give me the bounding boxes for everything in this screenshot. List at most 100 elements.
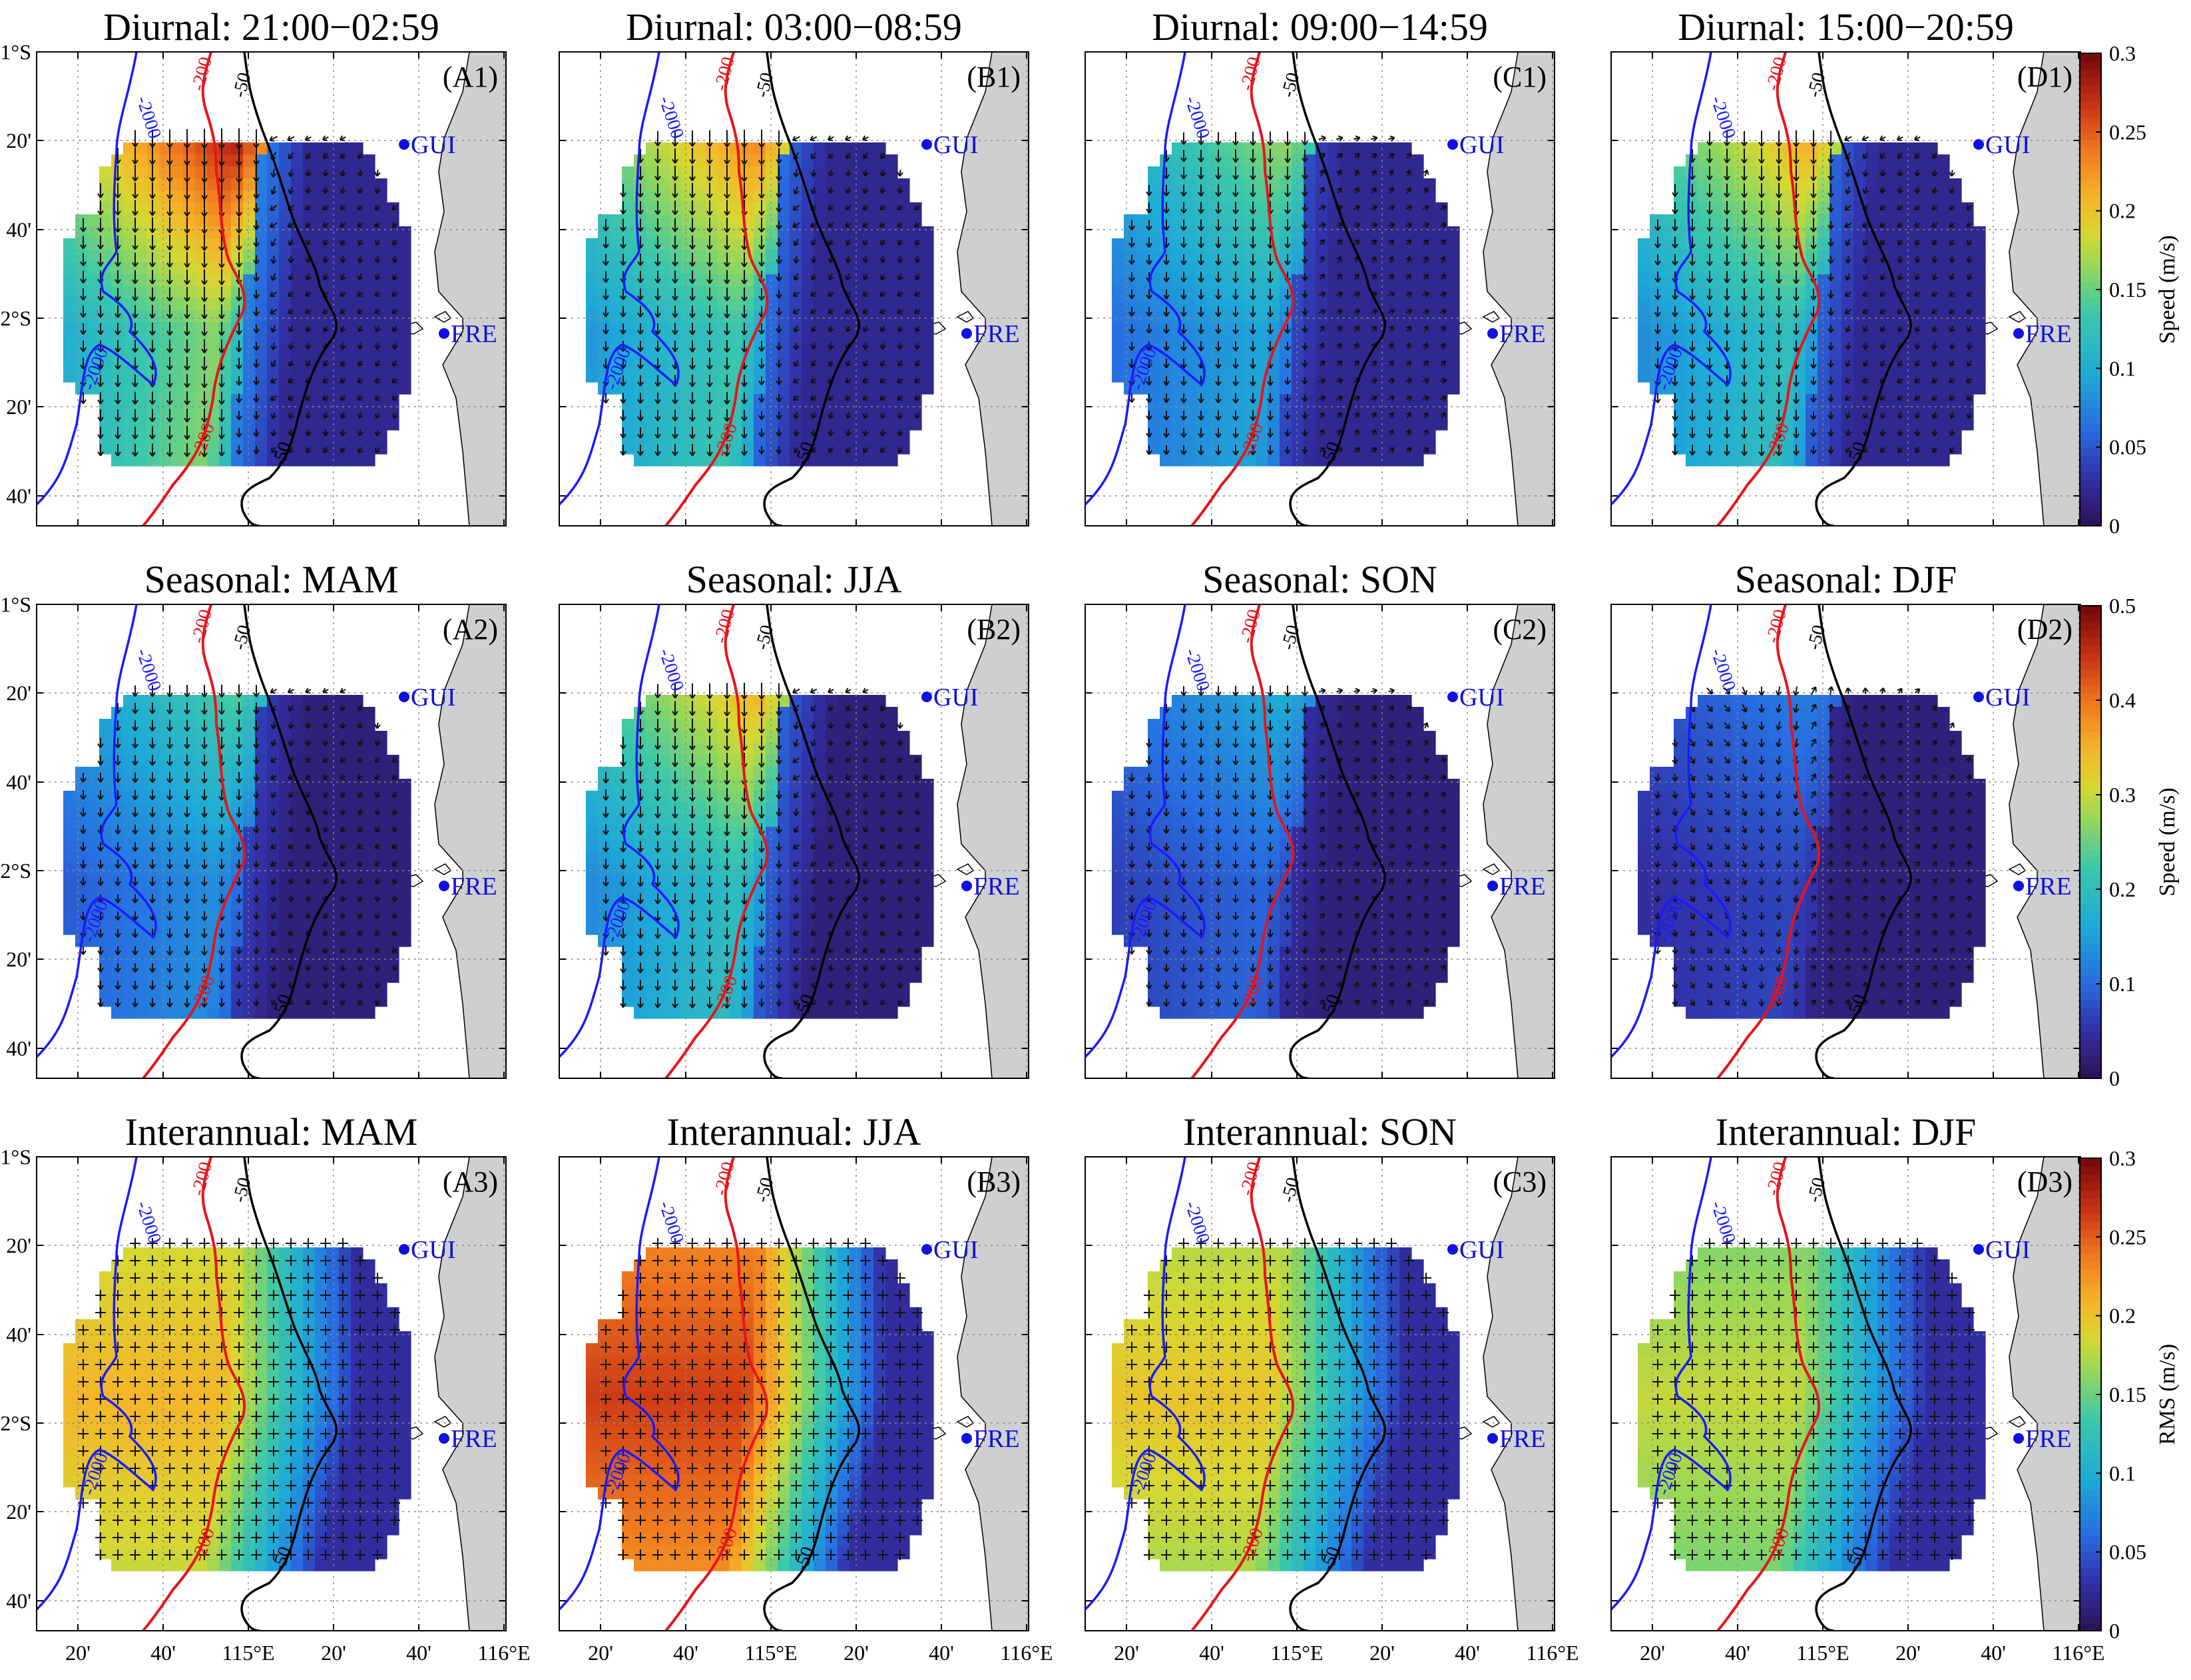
field-cell — [1328, 346, 1340, 359]
current-arrow — [1915, 239, 1921, 246]
field-cell — [123, 178, 136, 191]
field-cell — [1172, 190, 1184, 203]
field-cell — [279, 719, 292, 732]
field-cell — [1806, 406, 1818, 419]
current-arrow — [1931, 343, 1938, 350]
field-cell — [610, 226, 622, 239]
field-cell — [766, 142, 778, 155]
current-arrow — [1967, 239, 1973, 246]
field-cell — [75, 250, 88, 263]
field-cell — [885, 382, 898, 395]
field-cell — [135, 779, 148, 791]
current-arrow — [741, 287, 748, 302]
field-cell — [1794, 406, 1806, 419]
field-cell — [363, 779, 375, 791]
field-cell — [207, 298, 220, 311]
current-arrow — [115, 252, 121, 267]
field-cell — [909, 274, 922, 287]
field-cell — [303, 779, 316, 791]
current-arrow — [1128, 237, 1135, 248]
field-cell — [1244, 250, 1256, 263]
field-cell — [1734, 274, 1746, 287]
field-cell — [1782, 274, 1794, 287]
field-cell — [399, 358, 411, 371]
field-cell — [1112, 262, 1124, 275]
current-arrow — [1776, 305, 1782, 318]
current-arrow — [1371, 274, 1377, 280]
current-arrow — [828, 412, 834, 419]
current-arrow — [97, 323, 104, 335]
current-arrow — [1741, 357, 1748, 369]
field-cell — [1256, 286, 1268, 299]
field-cell — [1758, 322, 1770, 335]
current-arrow — [862, 412, 869, 419]
current-arrow — [897, 308, 903, 314]
field-cell — [1877, 142, 1890, 155]
field-cell — [838, 262, 850, 275]
field-cell — [1806, 286, 1818, 299]
field-cell — [1435, 322, 1448, 335]
field-cell — [826, 178, 838, 191]
field-cell — [219, 851, 232, 863]
field-cell — [315, 382, 328, 395]
field-cell — [1877, 154, 1890, 167]
field-cell — [1124, 214, 1136, 227]
field-cell — [1292, 262, 1304, 275]
current-arrow — [374, 256, 381, 264]
field-cell — [1698, 262, 1710, 275]
field-cell — [1913, 382, 1926, 395]
field-cell — [1411, 454, 1424, 467]
field-cell — [1734, 418, 1746, 431]
field-cell — [1220, 382, 1232, 395]
field-cell — [279, 346, 292, 359]
field-cell — [363, 226, 375, 239]
current-arrow — [1250, 254, 1256, 266]
current-arrow — [253, 182, 260, 199]
field-cell — [183, 406, 196, 419]
current-arrow — [706, 235, 713, 250]
field-cell — [1292, 358, 1304, 371]
field-cell — [778, 370, 790, 383]
current-arrow — [132, 322, 138, 335]
current-arrow — [1793, 288, 1800, 302]
panel-title: Seasonal: MAM — [144, 558, 399, 601]
field-cell — [873, 214, 886, 227]
field-cell — [682, 154, 694, 167]
current-arrow — [1689, 341, 1696, 352]
field-cell — [291, 250, 304, 263]
field-cell — [1925, 178, 1938, 191]
current-arrow — [1440, 395, 1447, 401]
current-arrow — [97, 306, 104, 318]
field-cell — [1435, 418, 1448, 431]
current-arrow — [270, 309, 278, 315]
field-cell — [147, 418, 160, 431]
field-cell — [1256, 442, 1268, 455]
current-arrow — [1758, 375, 1765, 387]
current-arrow — [793, 429, 800, 437]
field-cell — [1184, 142, 1196, 155]
field-cell — [1148, 430, 1160, 443]
field-cell — [1829, 394, 1842, 407]
field-cell — [1148, 382, 1160, 395]
field-cell — [1351, 226, 1364, 239]
current-arrow — [1776, 323, 1782, 335]
field-cell — [123, 887, 136, 899]
field-cell — [790, 346, 802, 359]
field-cell — [111, 851, 124, 863]
field-cell — [658, 406, 670, 419]
field-cell — [375, 418, 387, 431]
current-arrow — [1371, 429, 1377, 436]
field-cell — [1829, 346, 1842, 359]
field-cell — [1829, 154, 1842, 167]
field-cell — [123, 334, 136, 347]
field-cell — [718, 166, 730, 179]
field-cell — [243, 454, 256, 467]
current-arrow — [1741, 218, 1748, 232]
field-cell — [1328, 166, 1340, 179]
field-cell — [1423, 298, 1436, 311]
current-arrow — [340, 412, 346, 419]
isobath-200-label: -200 — [188, 55, 216, 93]
current-arrow — [828, 239, 834, 246]
field-cell — [99, 731, 112, 743]
field-cell — [147, 202, 160, 215]
